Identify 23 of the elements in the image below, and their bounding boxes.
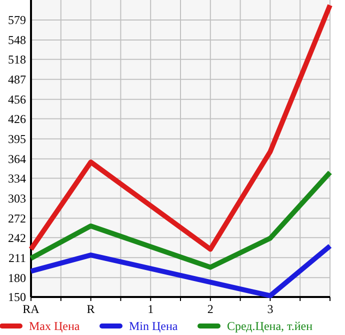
x-tick-label: 3	[267, 302, 274, 316]
y-tick-label: 518	[8, 52, 26, 67]
legend-label: Max Цена	[29, 319, 80, 334]
x-tick-label: 1	[148, 302, 154, 316]
x-tick-label: RA	[22, 302, 40, 316]
legend-label: Min Цена	[129, 319, 178, 334]
x-tick-label: R	[86, 302, 95, 316]
y-tick-label: 487	[8, 72, 26, 87]
y-tick-label: 579	[8, 13, 26, 28]
y-tick-label: 548	[8, 33, 26, 48]
y-tick-label: 180	[8, 270, 26, 285]
y-tick-label: 426	[8, 112, 26, 126]
legend-label: Сред.Цена, т.йен	[227, 319, 314, 334]
y-tick-label: 242	[8, 230, 26, 245]
y-tick-label: 364	[8, 152, 26, 166]
y-tick-label: 272	[8, 211, 26, 226]
y-tick-label: 395	[8, 132, 26, 146]
y-tick-label: 456	[8, 92, 26, 107]
y-tick-label: 334	[8, 171, 26, 186]
x-tick-label: 2	[207, 302, 214, 316]
y-tick-label: 303	[8, 191, 26, 206]
y-tick-label: 211	[8, 250, 26, 265]
y-tick-label: 150	[8, 290, 26, 304]
